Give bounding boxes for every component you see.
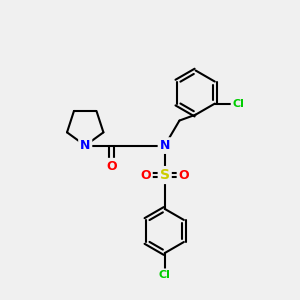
Text: O: O [140,169,151,182]
Text: Cl: Cl [159,270,171,280]
Text: N: N [160,139,170,152]
Text: O: O [178,169,189,182]
Text: O: O [106,160,117,173]
Text: Cl: Cl [232,99,244,109]
Text: S: S [160,168,170,182]
Text: N: N [80,139,90,152]
